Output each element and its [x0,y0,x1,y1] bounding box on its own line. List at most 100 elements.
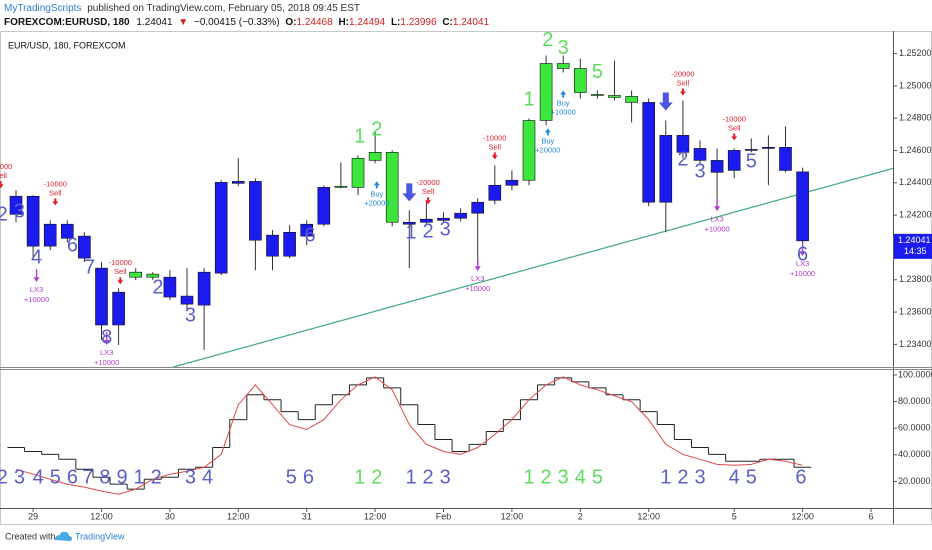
signal-label: Sell [422,187,435,196]
candle-body [573,68,587,93]
candle-body [420,218,433,223]
signal-arrow [0,181,4,189]
count-label: 2 [423,221,434,243]
y-tick-label: 1.24200 [899,210,932,220]
footer-brand[interactable]: TradingView [75,531,125,541]
candle-body [727,150,741,171]
y-tick-label: 80.0000 [898,396,931,406]
signal-arrow [560,90,567,98]
candle-body [676,135,690,153]
x-tick-label: 30 [165,511,175,521]
candle-body [539,63,553,121]
last: 1.24041 [136,17,173,28]
ohlc-value: 1.24494 [349,17,386,28]
signal-label: Sell [728,123,741,132]
count-label: 2 [152,276,163,298]
signal-label: LX3 [471,274,484,283]
count-label: 7 [84,256,95,278]
count-label: 5 [592,61,603,83]
count-label: 2 [0,466,8,488]
count-label: 5 [746,151,757,173]
count-label: 6 [305,224,316,246]
ohlc-key: H: [338,17,349,28]
count-label: 2 [151,466,162,488]
signal-label: Sell [489,142,502,151]
count-label: 1 [354,466,365,488]
x-tick-label: 12:00 [637,511,660,521]
candle-body [437,217,450,221]
oscillator-line [15,376,803,495]
signal-arrow [544,128,551,136]
signal-arrow [474,258,481,272]
count-label: 3 [694,466,705,488]
x-tick-label: 12:00 [791,511,814,521]
y-tick-label: 1.24400 [899,177,932,187]
candle-body [591,94,604,96]
candle-body [129,271,142,278]
count-label: 2 [677,466,688,488]
last-price-label: 1.24041 [898,235,931,245]
brand-logo [55,531,72,541]
candle-body [454,212,467,219]
signal-label: -10000 [723,114,746,123]
x-tick-label: 2 [578,511,583,521]
signal-label: -20000 [0,162,12,171]
count-label: 9 [116,466,127,488]
candle-body [659,135,673,203]
ohlc-value: 1.23996 [400,17,437,28]
signal-label: LX3 [710,214,723,223]
signal-arrow [373,181,380,189]
candle-body [163,276,177,298]
published: published on TradingView.com, February 0… [87,3,360,14]
candle-body [334,185,348,188]
candle-body [43,223,57,247]
candle-body [60,223,74,239]
x-tick-label: 12:00 [227,511,250,521]
trendline [173,167,893,367]
count-label: 1 [523,466,534,488]
count-label: 3 [558,466,569,488]
candle-body [488,184,502,201]
candle-body [283,231,296,257]
candle-body [368,152,382,161]
candle-body [744,149,758,151]
y-tick-label: 1.24800 [899,113,932,123]
x-tick-label: 5 [732,511,737,521]
count-label: 3 [185,304,196,326]
signal-label: +20000 [364,198,389,207]
candle-body [710,160,724,173]
count-label: 8 [99,466,110,488]
count-label: 4 [202,466,213,488]
last-price-box [894,233,932,259]
candle-body [642,102,656,203]
y-tick-label: 1.25000 [899,80,932,90]
signal-arrow [52,198,59,206]
axes: 1.23400 1.23600 1.23800 1.24200 1.24400 1.246… [28,48,932,521]
count-label: 2 [541,466,552,488]
signal-label: Buy [557,99,570,108]
signal-label: +10000 [790,269,815,278]
candle-body [608,95,621,98]
ohlc-value: 1.24041 [453,17,490,28]
count-label: 6 [795,466,806,488]
candle-body [625,96,638,103]
count-label: 1 [405,222,416,244]
count-label: 5 [286,466,297,488]
signal-label: +10000 [24,295,49,304]
signal-label: -10000 [44,179,67,188]
signal-arrow [425,197,432,205]
x-tick-label: 29 [28,511,38,521]
ohlc-key: L: [391,17,400,28]
author[interactable]: MyTradingScripts [4,3,81,14]
count-label: 2 [371,466,382,488]
count-label: 3 [14,201,25,223]
count-label: 1 [354,126,365,148]
x-tick-label: 12:00 [501,511,524,521]
count-label: 1 [523,89,534,111]
ohlc-key: O: [285,17,296,28]
y-tick-label: 60.0000 [898,423,931,433]
candle-body [385,152,399,223]
count-label: 5 [746,466,757,488]
